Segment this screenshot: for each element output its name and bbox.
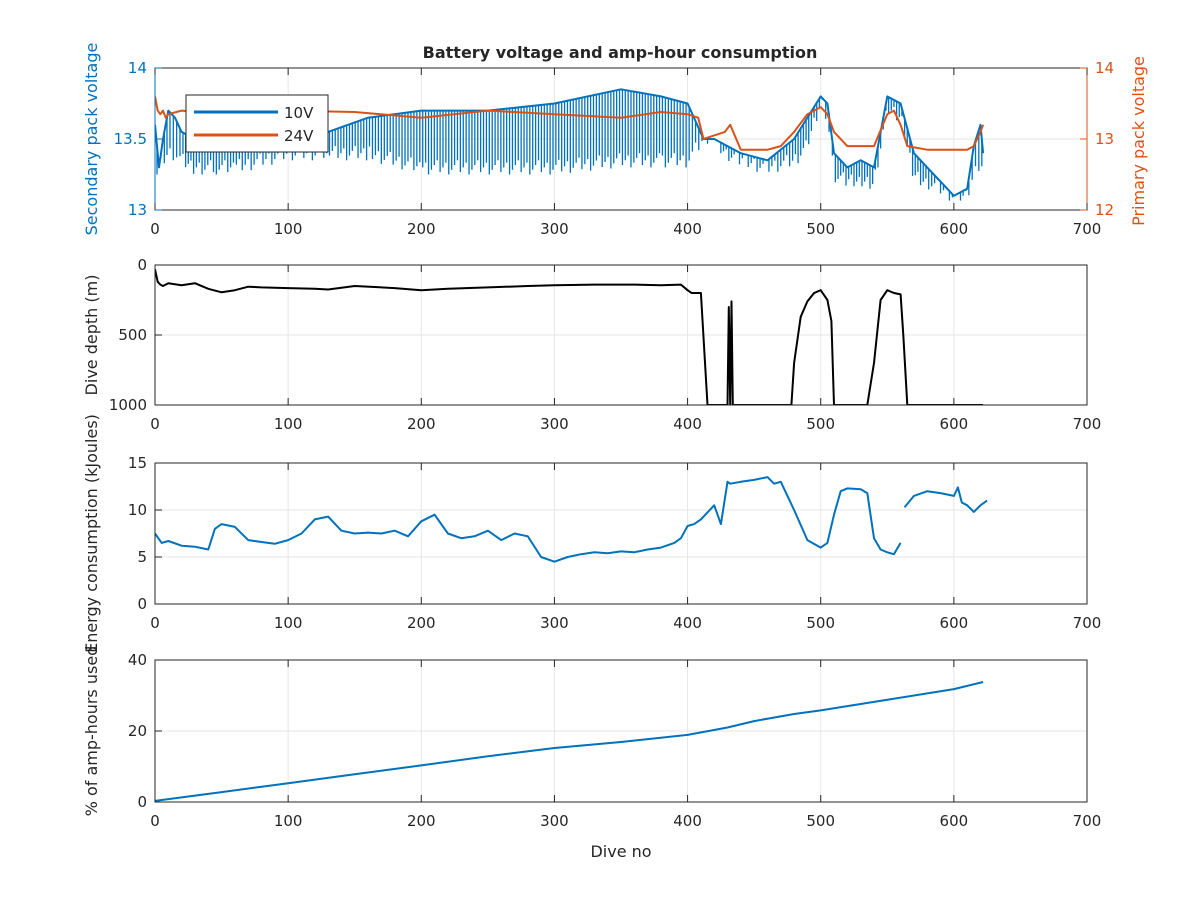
series-line-1 — [155, 681, 984, 802]
legend-box — [185, 94, 329, 153]
x-tick-label: 700 — [1073, 415, 1102, 433]
series-line-1 — [155, 476, 902, 563]
y-axis-label-right: Primary pack voltage — [1129, 56, 1148, 226]
x-tick-label: 100 — [274, 812, 303, 830]
x-tick-label: 200 — [407, 614, 436, 632]
x-tick-label: 300 — [540, 220, 569, 238]
x-tick-label: 400 — [673, 614, 702, 632]
y-tick-label: 15 — [128, 454, 147, 472]
x-tick-label: 400 — [673, 812, 702, 830]
x-tick-label: 100 — [274, 220, 303, 238]
y-tick-label: 13.5 — [114, 130, 147, 148]
y-tick-label: 10 — [128, 501, 147, 519]
y-tick-label: 40 — [128, 651, 147, 669]
x-tick-label: 500 — [806, 614, 835, 632]
series-line-2 — [903, 486, 988, 513]
x-tick-label: 200 — [407, 220, 436, 238]
x-tick-label: 300 — [540, 614, 569, 632]
x-tick-label: 500 — [806, 220, 835, 238]
x-tick-label: 700 — [1073, 812, 1102, 830]
x-tick-label: 400 — [673, 220, 702, 238]
x-tick-label: 100 — [274, 614, 303, 632]
x-tick-label: 600 — [940, 220, 969, 238]
y-tick-label: 0 — [137, 595, 147, 613]
series-group — [155, 476, 988, 563]
axes-box — [154, 462, 1088, 605]
y-tick-label: 20 — [128, 722, 147, 740]
y-axis-label: Secondary pack voltage — [82, 43, 101, 236]
series-group — [155, 268, 984, 405]
subplots: 0 100 200 300 400 500 600 7001313.514121314Seco… — [82, 43, 1148, 861]
y-right-tick-label: 13 — [1095, 130, 1114, 148]
x-tick-label: 600 — [940, 812, 969, 830]
x-tick-label: 600 — [940, 614, 969, 632]
x-tick-label: 600 — [940, 415, 969, 433]
subplot-1: 0 100 200 300 400 500 600 700 13 13.5 14 12 13 14 Seco… — [82, 43, 1148, 238]
x-tick-label: 0 — [150, 415, 160, 433]
series-group — [155, 681, 984, 802]
subplot-3: 0 100 200 300 400 500 600 700 0 5 10 15 Energy consu… — [82, 414, 1101, 653]
legend-label-10V: 10V — [284, 104, 314, 122]
y-axis-label: % of amp-hours used — [82, 646, 101, 817]
x-tick-label: 0 — [150, 220, 160, 238]
subplot-2: 0 100 200 300 400 500 600 700 0 500 1000 Dive depth… — [82, 256, 1101, 433]
y-tick-label: 14 — [128, 59, 147, 77]
y-right-tick-label: 14 — [1095, 59, 1114, 77]
y-tick-label: 1000 — [109, 396, 147, 414]
y-tick-label: 13 — [128, 201, 147, 219]
x-tick-label: 100 — [274, 415, 303, 433]
legend-label-24V: 24V — [284, 127, 314, 145]
y-tick-label: 0 — [137, 793, 147, 811]
series-line-1 — [155, 268, 984, 405]
x-tick-label: 300 — [540, 415, 569, 433]
x-tick-label: 0 — [150, 614, 160, 632]
y-axis-label: Energy consumption (kJoules) — [82, 414, 101, 653]
x-tick-label: 300 — [540, 812, 569, 830]
subplot-4: 0 100 200 300 400 500 600 700 0 20 40 % of amp-hour… — [82, 646, 1101, 861]
y-axis-label: Dive depth (m) — [82, 275, 101, 396]
x-tick-label: 700 — [1073, 614, 1102, 632]
y-tick-label: 0 — [137, 256, 147, 274]
y-tick-label: 500 — [118, 326, 147, 344]
figure-title: Battery voltage and amp-hour consumption — [423, 43, 818, 62]
x-tick-label: 200 — [407, 415, 436, 433]
x-tick-label: 200 — [407, 812, 436, 830]
x-tick-label: 500 — [806, 415, 835, 433]
x-tick-label: 0 — [150, 812, 160, 830]
x-tick-label: 400 — [673, 415, 702, 433]
y-tick-label: 5 — [137, 548, 147, 566]
x-tick-label: 700 — [1073, 220, 1102, 238]
y-right-tick-label: 12 — [1095, 201, 1114, 219]
x-tick-label: 500 — [806, 812, 835, 830]
x-axis-label: Dive no — [590, 842, 651, 861]
